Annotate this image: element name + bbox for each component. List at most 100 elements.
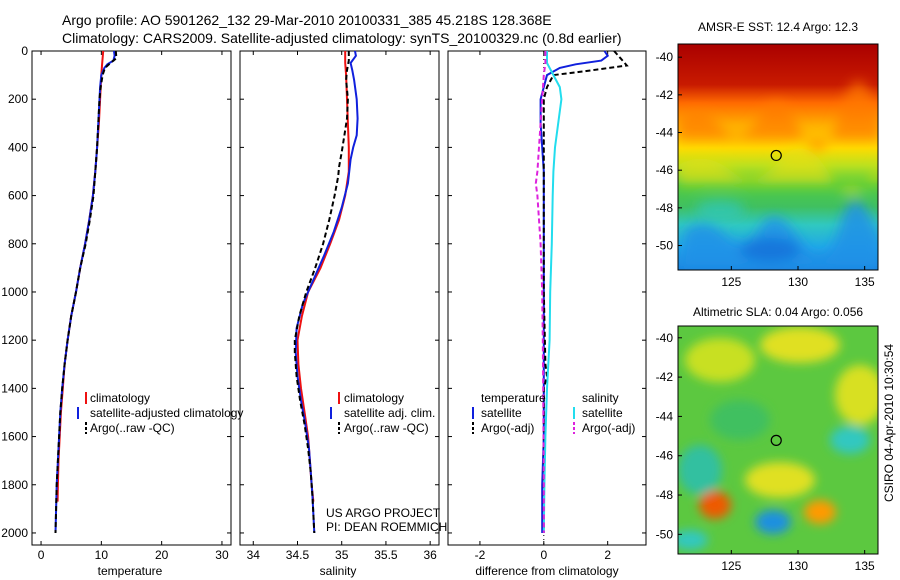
map-y-tick-label: -50 xyxy=(656,527,674,541)
x-tick-label: 20 xyxy=(155,548,169,562)
map-y-tick-label: -44 xyxy=(656,126,674,140)
map-y-tick-label: -46 xyxy=(656,163,674,177)
x-tick-label: 34 xyxy=(247,548,261,562)
y-tick-label: 1000 xyxy=(1,285,28,299)
sla-map-title: Altimetric SLA: 0.04 Argo: 0.056 xyxy=(693,305,863,319)
map-y-tick-label: -42 xyxy=(656,88,674,102)
series-line-argo-raw-qc- xyxy=(54,50,118,534)
y-tick-label: 800 xyxy=(8,237,28,251)
temperature-panel-frame xyxy=(31,50,232,546)
sst-map-title: AMSR-E SST: 12.4 Argo: 12.3 xyxy=(698,20,858,34)
sst-cool-eddy xyxy=(695,200,745,220)
legend-label-sal-argo: Argo(-adj) xyxy=(582,421,635,435)
legend-label-temp-satellite: satellite xyxy=(481,406,522,420)
temperature-plot: 0 10 20 30 0 200 400 600 800 1000 1200 1400 1600 1800… xyxy=(1,44,231,562)
sla-positive-eddy xyxy=(804,500,836,524)
legend-label-temp-argo: Argo(-adj) xyxy=(481,421,534,435)
sst-cold-water xyxy=(678,201,878,270)
series-line-temperature-argo-adj- xyxy=(542,50,629,533)
y-tick-label: 600 xyxy=(8,189,28,203)
x-tick-label: 35.5 xyxy=(374,548,398,562)
pi-label: PI: DEAN ROEMMICH xyxy=(326,520,447,534)
sla-anomaly xyxy=(760,327,840,363)
map-y-tick-label: -48 xyxy=(656,488,674,502)
series-line-climatology xyxy=(296,51,350,502)
y-tick-label: 2000 xyxy=(1,526,28,540)
map-x-tick-label: 125 xyxy=(721,559,741,573)
temperature-legend: climatology satellite-adjusted climatolo… xyxy=(77,391,243,435)
series-line-satellite-adj-clim- xyxy=(294,50,359,534)
x-tick-label: 30 xyxy=(215,548,229,562)
x-tick-label: 0 xyxy=(38,548,45,562)
legend-label-satellite: satellite-adjusted climatology xyxy=(90,406,243,420)
sla-heatmap xyxy=(678,326,878,554)
y-tick-label: 1600 xyxy=(1,430,28,444)
sla-anomaly xyxy=(830,426,870,454)
sla-anomaly xyxy=(745,462,815,498)
sst-features xyxy=(678,80,878,270)
argo-float-marker xyxy=(770,434,782,446)
sst-heatmap xyxy=(678,44,878,270)
map-y-tick-label: -42 xyxy=(656,370,674,384)
series-line-salinity-satellite xyxy=(542,51,563,534)
map-x-tick-label: 130 xyxy=(788,559,808,573)
sla-features xyxy=(678,327,878,550)
sla-anomaly xyxy=(685,338,755,382)
sst-cold-eddy xyxy=(740,238,800,262)
map-y-tick-label: -44 xyxy=(656,409,674,423)
x-tick-label: 0 xyxy=(540,548,547,562)
map-y-tick-label: -50 xyxy=(656,239,674,253)
x-tick-label: -2 xyxy=(475,548,486,562)
legend-label-climatology: climatology xyxy=(344,391,404,405)
map-x-tick-label: 135 xyxy=(855,559,875,573)
difference-xlabel: difference from climatology xyxy=(475,564,618,578)
y-tick-label: 200 xyxy=(8,92,28,106)
sst-warm-front xyxy=(678,80,878,152)
legend-label-climatology: climatology xyxy=(90,391,150,405)
sla-anomaly xyxy=(678,530,708,550)
map-x-tick-label: 130 xyxy=(788,275,808,289)
y-tick-label: 0 xyxy=(21,44,28,58)
project-label: US ARGO PROJECT xyxy=(326,506,441,520)
difference-panel-frame xyxy=(447,50,647,546)
sla-positive-eddy xyxy=(699,491,731,519)
legend-label-argo: Argo(..raw -QC) xyxy=(344,421,429,435)
csiro-timestamp: CSIRO 04-Apr-2010 10:30:54 xyxy=(882,344,896,502)
x-tick-label: 34.5 xyxy=(286,548,310,562)
sst-map-frame xyxy=(677,43,879,271)
salinity-plot: 34 34.5 35 35.5 36 xyxy=(240,50,439,562)
map-y-tick-label: -48 xyxy=(656,201,674,215)
sst-map-axes: 125 130 135 -40 -42 -44 -46 -48 -50 xyxy=(656,50,875,289)
temperature-xlabel: temperature xyxy=(98,564,163,578)
x-tick-label: 2 xyxy=(604,548,611,562)
x-tick-label: 10 xyxy=(95,548,109,562)
x-tick-label: 36 xyxy=(423,548,437,562)
map-y-tick-label: -46 xyxy=(656,449,674,463)
sst-mid-front xyxy=(678,148,878,195)
sla-anomaly xyxy=(835,365,878,425)
salinity-xlabel: salinity xyxy=(320,564,357,578)
difference-legend: temperature satellite Argo(-adj) salinit… xyxy=(472,391,635,435)
y-tick-label: 1800 xyxy=(1,478,28,492)
difference-plot: -2 0 2 xyxy=(448,50,646,562)
figure-title-line-1: Argo profile: AO 5901262_132 29-Mar-2010… xyxy=(62,12,552,28)
sla-map-axes: 125 130 135 -40 -42 -44 -46 -48 -50 xyxy=(656,331,875,573)
legend-label-sal-satellite: satellite xyxy=(582,406,623,420)
series-line-salinity-argo-adj- xyxy=(534,51,547,533)
series-line-satellite-adjusted-climatology xyxy=(54,50,116,534)
sla-negative-eddy xyxy=(755,510,791,534)
map-x-tick-label: 125 xyxy=(721,275,741,289)
salinity-legend: climatology satellite adj. clim. Argo(..… xyxy=(330,391,435,435)
y-tick-label: 1200 xyxy=(1,333,28,347)
map-y-tick-label: -40 xyxy=(656,331,674,345)
y-tick-label: 1400 xyxy=(1,381,28,395)
sla-anomaly xyxy=(678,445,722,495)
map-x-tick-label: 135 xyxy=(855,275,875,289)
legend-label-satellite: satellite adj. clim. xyxy=(344,406,435,420)
x-tick-label: 35 xyxy=(335,548,349,562)
salinity-panel-frame xyxy=(239,50,440,546)
y-tick-label: 400 xyxy=(8,140,28,154)
sla-map-frame xyxy=(677,325,879,555)
series-line-argo-raw-qc- xyxy=(293,51,350,534)
